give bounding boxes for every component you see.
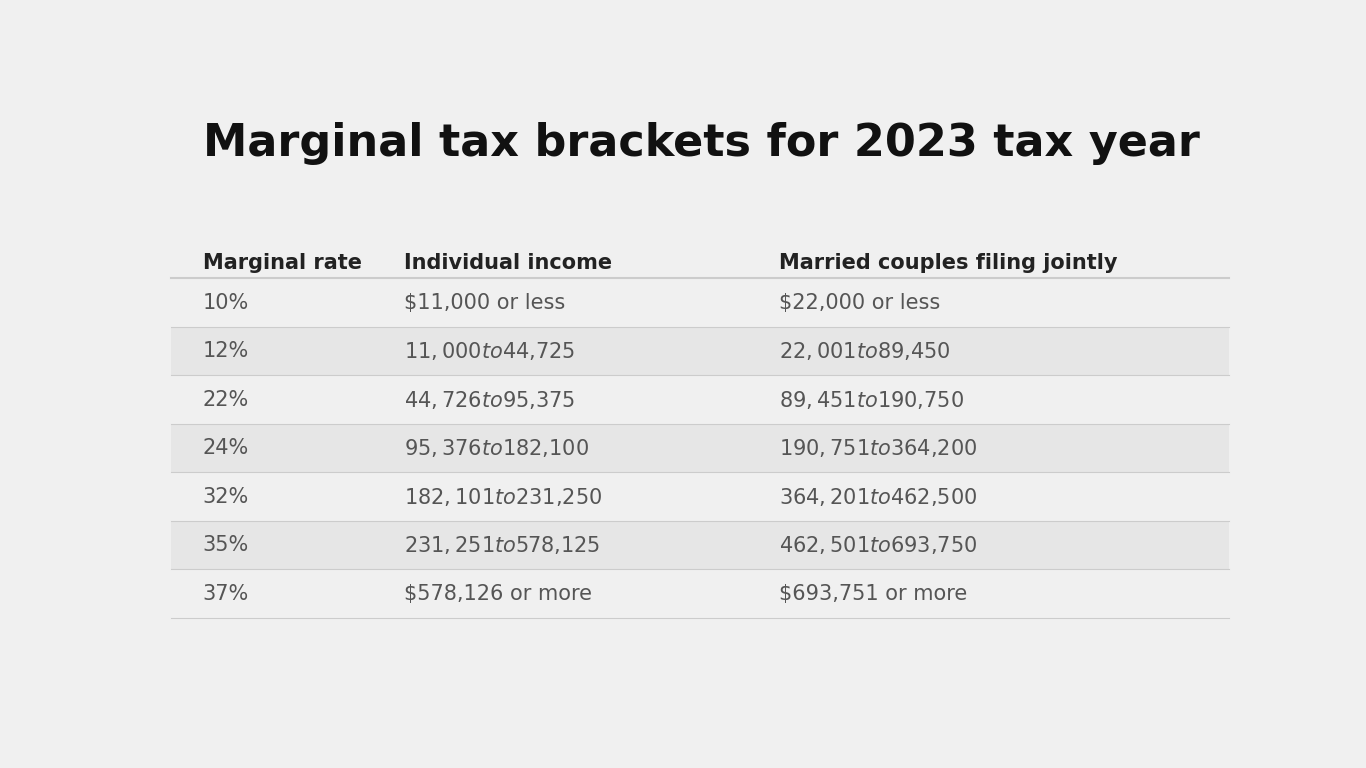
Text: Individual income: Individual income (404, 253, 612, 273)
Text: $11,000 or less: $11,000 or less (404, 293, 566, 313)
Bar (171, 472, 1229, 521)
Text: 24%: 24% (202, 439, 249, 458)
Bar (171, 327, 1229, 376)
Text: 12%: 12% (202, 341, 249, 361)
Text: 10%: 10% (202, 293, 249, 313)
Text: $364,201 to $462,500: $364,201 to $462,500 (780, 485, 978, 508)
Text: $182,101 to $231,250: $182,101 to $231,250 (404, 485, 602, 508)
Text: Married couples filing jointly: Married couples filing jointly (780, 253, 1117, 273)
Text: $22,001 to $89,450: $22,001 to $89,450 (780, 340, 951, 362)
Text: $693,751 or more: $693,751 or more (780, 584, 967, 604)
Bar (171, 521, 1229, 569)
Bar (171, 569, 1229, 618)
Text: $89,451 to $190,750: $89,451 to $190,750 (780, 389, 964, 411)
Text: $462,501 to $693,750: $462,501 to $693,750 (780, 534, 978, 556)
Bar (171, 424, 1229, 472)
Bar (171, 279, 1229, 327)
Text: $44,726 to $95,375: $44,726 to $95,375 (404, 389, 575, 411)
Text: Marginal rate: Marginal rate (202, 253, 362, 273)
Text: $190,751 to $364,200: $190,751 to $364,200 (780, 437, 978, 459)
Text: 37%: 37% (202, 584, 249, 604)
Bar (171, 376, 1229, 424)
Text: 22%: 22% (202, 389, 249, 409)
Bar (171, 235, 1229, 279)
Text: $22,000 or less: $22,000 or less (780, 293, 941, 313)
Text: 35%: 35% (202, 535, 249, 555)
Text: $95,376 to $182,100: $95,376 to $182,100 (404, 437, 589, 459)
Text: 32%: 32% (202, 487, 249, 507)
Text: $11,000 to $44,725: $11,000 to $44,725 (404, 340, 575, 362)
Text: $231,251 to $578,125: $231,251 to $578,125 (404, 534, 600, 556)
Text: $578,126 or more: $578,126 or more (404, 584, 591, 604)
Text: Marginal tax brackets for 2023 tax year: Marginal tax brackets for 2023 tax year (202, 121, 1199, 164)
